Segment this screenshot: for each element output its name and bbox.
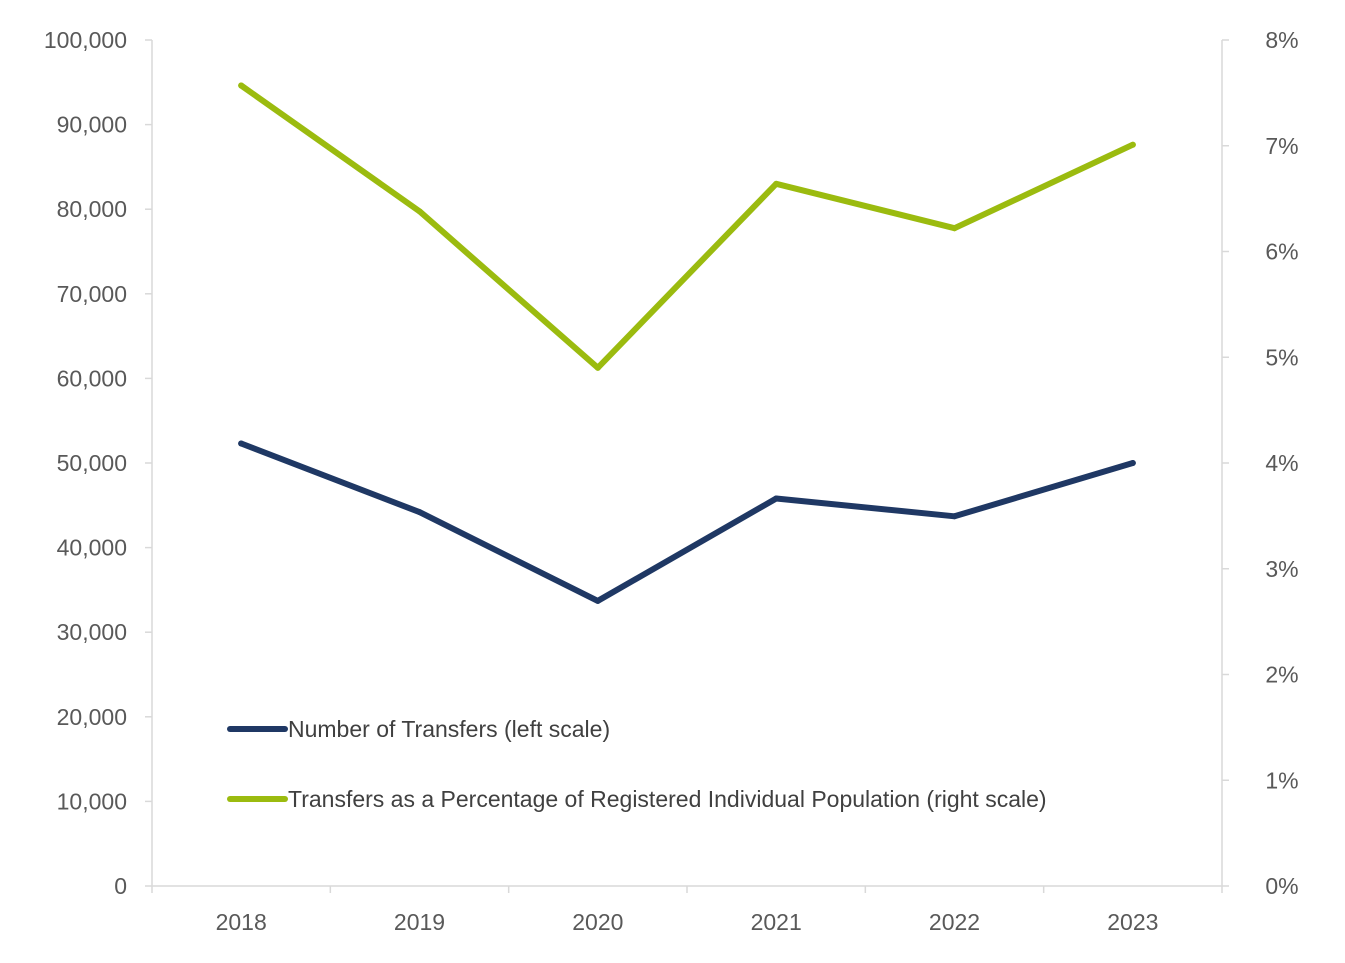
axes-layer: 0 10,000 20,000 30,000 40,000 50,000 60,000 70,… (44, 27, 1299, 935)
left-axis-tick-label: 20,000 (57, 704, 127, 730)
series-layer (238, 82, 1136, 604)
data-point-percentage (238, 82, 245, 89)
right-axis-tick-label: 8% (1265, 27, 1298, 53)
right-axis-tick-label: 5% (1265, 344, 1298, 370)
left-axis-tick-label: 100,000 (44, 27, 127, 53)
legend: Number of Transfers (left scale) Transfer… (227, 716, 1047, 812)
left-axis-tick-label: 50,000 (57, 450, 127, 476)
x-axis-tick-label: 2018 (216, 909, 267, 935)
legend-label: Transfers as a Percentage of Registered … (288, 786, 1047, 812)
right-axis-tick-label: 7% (1265, 133, 1298, 159)
data-point-percentage (594, 364, 601, 371)
left-axis-tick-label: 90,000 (57, 112, 127, 138)
right-axis-tick-label: 0% (1265, 873, 1298, 899)
legend-label: Number of Transfers (left scale) (288, 716, 610, 742)
right-axis-tick-label: 6% (1265, 239, 1298, 265)
left-axis-tick-label: 40,000 (57, 535, 127, 561)
left-axis-tick-label: 60,000 (57, 365, 127, 391)
data-point-transfers (416, 509, 423, 516)
series-line-transfers (238, 440, 1136, 604)
data-point-transfers (594, 597, 601, 604)
x-axis-tick-label: 2021 (751, 909, 802, 935)
data-point-transfers (951, 513, 958, 520)
left-axis-tick-label: 30,000 (57, 619, 127, 645)
data-point-percentage (416, 208, 423, 215)
left-axis-tick-label: 70,000 (57, 281, 127, 307)
right-axis-tick-label: 1% (1265, 767, 1298, 793)
data-point-percentage (951, 225, 958, 232)
data-point-transfers (238, 440, 245, 447)
series-line-percentage (238, 82, 1136, 371)
right-axis-tick-label: 2% (1265, 662, 1298, 688)
data-point-percentage (1129, 141, 1136, 148)
data-point-percentage (773, 180, 780, 187)
right-axis-tick-label: 4% (1265, 450, 1298, 476)
x-axis-tick-label: 2019 (394, 909, 445, 935)
data-point-transfers (1129, 460, 1136, 466)
left-axis-tick-label: 80,000 (57, 196, 127, 222)
left-axis-tick-label: 10,000 (57, 788, 127, 814)
left-axis-tick-label: 0 (114, 873, 127, 899)
right-axis-tick-label: 3% (1265, 556, 1298, 582)
x-axis-tick-label: 2023 (1107, 909, 1158, 935)
x-axis-tick-label: 2022 (929, 909, 980, 935)
x-axis-tick-label: 2020 (572, 909, 623, 935)
data-point-transfers (773, 495, 780, 502)
